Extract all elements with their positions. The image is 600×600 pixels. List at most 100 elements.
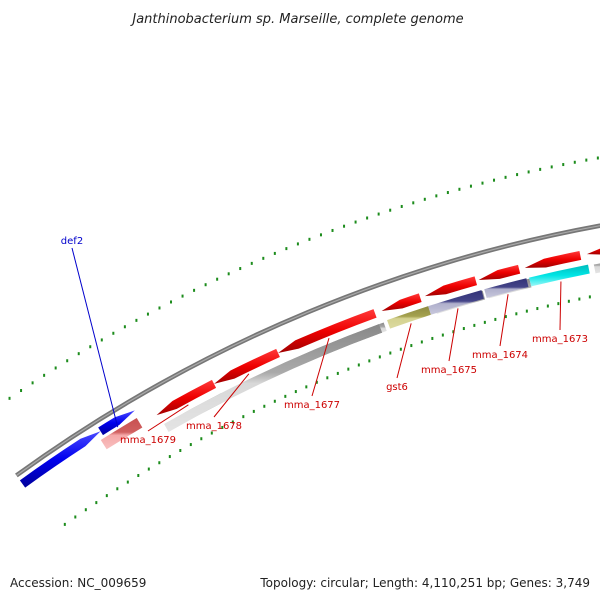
outer-tick-dot (493, 178, 496, 182)
outer-tick-dot (469, 184, 472, 188)
inner-tick-dot (357, 363, 360, 367)
inner-tick-dot (210, 431, 213, 435)
gene-feature[interactable] (381, 293, 422, 311)
inner-tick-dot (221, 425, 224, 429)
outer-tick-dot (20, 389, 23, 393)
inner-tick-dot (294, 390, 297, 394)
gene-mma_1678[interactable] (214, 348, 280, 384)
inner-tick-dot (273, 399, 276, 403)
gene-mma_1673[interactable] (529, 264, 590, 287)
inner-tick-dot (179, 448, 182, 452)
inner-tick-dot (242, 415, 245, 419)
gene-label: mma_1677 (284, 400, 340, 411)
outer-tick-dot (400, 204, 403, 208)
inner-tick-dot (588, 295, 591, 299)
outer-tick-dot (66, 359, 69, 363)
gene-label: gst6 (386, 382, 408, 393)
gene-label-leader (559, 281, 562, 331)
gene-label: mma_1674 (472, 350, 528, 361)
outer-tick-dot (343, 224, 346, 228)
inner-tick-dot (63, 522, 66, 526)
gene-label-leader (213, 373, 250, 418)
outer-tick-dot (435, 194, 438, 198)
outer-tick-dot (181, 294, 184, 298)
outer-tick-dot (112, 331, 115, 335)
inner-tick-dot (231, 420, 234, 424)
gene-shadow (378, 322, 387, 333)
gene-feature[interactable] (424, 276, 478, 297)
outer-tick-dot (146, 312, 149, 316)
outer-tick-dot (89, 345, 92, 349)
outer-tick-dot (31, 381, 34, 385)
outer-tick-dot (458, 187, 461, 191)
accession-text: Accession: NC_009659 (10, 576, 147, 590)
inner-tick-dot (536, 307, 539, 311)
outer-tick-dot (193, 288, 196, 292)
outer-tick-dot (539, 167, 542, 171)
map-title: Janthinobacterium sp. Marseille, complet… (129, 12, 463, 27)
outer-tick-dot (596, 156, 599, 160)
gene-features (19, 248, 600, 488)
inner-tick-dot (473, 323, 476, 327)
gene-label-leader (71, 247, 119, 428)
inner-tick-dot (462, 327, 465, 331)
outer-tick-dot (250, 261, 253, 265)
gene-mma_1679[interactable] (156, 379, 217, 416)
inner-tick-dot (74, 515, 77, 519)
inner-tick-dot (326, 376, 329, 380)
outer-tick-dot (516, 173, 519, 177)
gene-feature[interactable] (524, 251, 582, 268)
outer-tick-dot (331, 228, 334, 232)
gene-gst6[interactable] (387, 306, 431, 329)
topology-text: Topology: circular; Length: 4,110,251 bp… (260, 576, 590, 590)
outer-tick-dot (227, 272, 230, 276)
gene-mma_1674[interactable] (484, 278, 529, 298)
inner-tick-dot (116, 487, 119, 491)
gene-feature[interactable] (478, 264, 521, 280)
inner-tick-dot (494, 317, 497, 321)
gene-label: mma_1679 (120, 435, 176, 446)
outer-tick-dot (43, 373, 46, 377)
outer-tick-dot (285, 247, 288, 251)
outer-tick-dot (239, 267, 242, 271)
inner-tick-dot (420, 340, 423, 344)
outer-tick-dot (366, 216, 369, 220)
inner-tick-dot (557, 302, 560, 306)
inner-tick-dot (158, 461, 161, 465)
inner-tick-dot (95, 501, 98, 505)
gene-mma_1675[interactable] (428, 290, 484, 315)
inner-tick-dot (525, 309, 528, 313)
inner-tick-dot (378, 355, 381, 359)
inner-tick-dot (483, 320, 486, 324)
inner-tick-dot (515, 312, 518, 316)
outer-tick-dot (216, 277, 219, 281)
outer-tick-dot (8, 396, 11, 400)
outer-tick-dot (77, 352, 80, 356)
gene-feature[interactable] (19, 431, 101, 488)
inner-tick-dot (399, 347, 402, 351)
inner-tick-dot (126, 480, 129, 484)
gene-def2[interactable] (100, 417, 143, 450)
gene-mma_1677[interactable] (278, 309, 377, 353)
inner-tick-dot (137, 473, 140, 477)
outer-tick-dot (54, 366, 57, 370)
gene-label: mma_1675 (421, 365, 477, 376)
genome-backbone (15, 223, 600, 478)
inner-tick-dot (578, 297, 581, 301)
gene-label-leader (311, 337, 330, 397)
inner-tick-dot (441, 333, 444, 337)
kbp-ticks: 1890 kbp1891 kbp1892 kbp1893 kbp1894 kbp… (8, 156, 599, 526)
gene-arrow (586, 248, 600, 255)
inner-tick-dot (410, 344, 413, 348)
inner-tick-dot (200, 437, 203, 441)
backbone-line (15, 223, 600, 478)
outer-tick-dot (562, 163, 565, 167)
gene-labels: def2 mma_1679 mma_1678 mma_1677 gst6 mma_1675… (61, 236, 588, 446)
outer-tick-dot (319, 233, 322, 237)
inner-tick-dot (105, 494, 108, 498)
inner-tick-dot (263, 404, 266, 408)
inner-tick-dot (189, 443, 192, 447)
gene-label-leader (499, 294, 509, 347)
outer-tick-dot (123, 325, 126, 329)
gene-shadow (164, 324, 383, 432)
